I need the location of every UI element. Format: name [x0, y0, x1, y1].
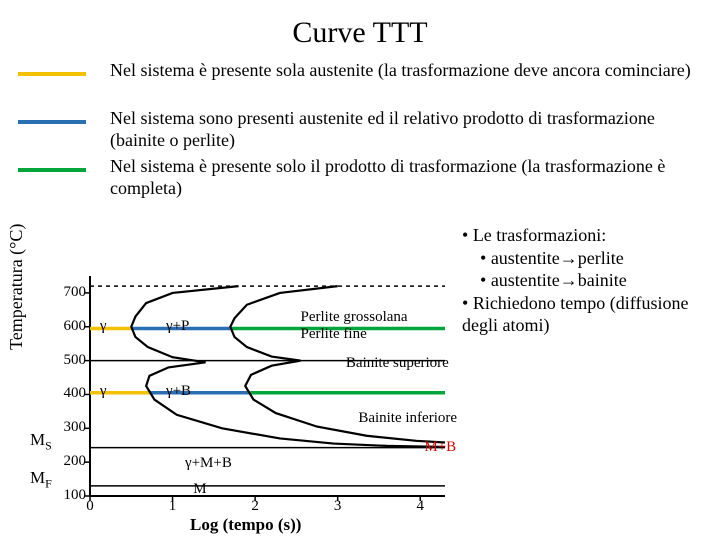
ann-perlite-g: Perlite grossolana: [301, 309, 408, 326]
ann-m: M: [193, 481, 206, 498]
ttt-chart: 700 600 500 400 300 200 100 0 1 2 3 4 γ …: [90, 276, 445, 496]
ytick-200: 200: [52, 453, 86, 470]
x-axis-label: Log (tempo (s)): [190, 515, 301, 535]
ann-bain-inf: Bainite inferiore: [358, 410, 457, 427]
ann-gamma-b: γ+B: [166, 383, 191, 400]
legend-text-2: Nel sistema sono presenti austenite ed i…: [110, 108, 692, 152]
ytick-700: 700: [52, 284, 86, 301]
y-axis-label: Temperatura (°C): [6, 224, 27, 350]
legend-text-3: Nel sistema è presente solo il prodotto …: [110, 156, 692, 200]
bullet-list: Le trasformazioni: austentite→perlite au…: [462, 224, 702, 337]
legend-swatch-yellow: [18, 72, 86, 76]
ann-gamma-400: γ: [100, 383, 107, 400]
bullet-l2b: austentite→bainite: [462, 269, 702, 292]
ann-gamma-600: γ: [100, 318, 107, 335]
bullet-l2a: austentite→perlite: [462, 247, 702, 270]
ann-mb: M+B: [424, 439, 456, 456]
ytick-100: 100: [52, 487, 86, 504]
bullet-l1b: Richiedono tempo (diffusione degli atomi…: [462, 292, 702, 337]
ytick-500: 500: [52, 352, 86, 369]
xtick-2: 2: [251, 498, 259, 515]
legend-text-1: Nel sistema è presente sola austenite (l…: [110, 60, 692, 82]
legend-swatch-green: [18, 168, 86, 172]
ann-bain-sup: Bainite superiore: [346, 355, 449, 372]
xtick-4: 4: [416, 498, 424, 515]
ann-perlite-f: Perlite fine: [301, 326, 367, 343]
ytick-300: 300: [52, 419, 86, 436]
xtick-3: 3: [334, 498, 342, 515]
ann-gamma-p: γ+P: [166, 318, 189, 335]
xtick-0: 0: [86, 498, 94, 515]
ms-label: MS: [30, 430, 52, 453]
mf-label: MF: [30, 468, 52, 491]
ytick-400: 400: [52, 385, 86, 402]
page-title: Curve TTT: [0, 16, 720, 50]
ytick-600: 600: [52, 318, 86, 335]
ann-gamma-mb: γ+M+B: [185, 455, 232, 472]
bullet-l1a: Le trasformazioni:: [462, 224, 702, 247]
legend-swatch-blue: [18, 120, 86, 124]
xtick-1: 1: [169, 498, 177, 515]
